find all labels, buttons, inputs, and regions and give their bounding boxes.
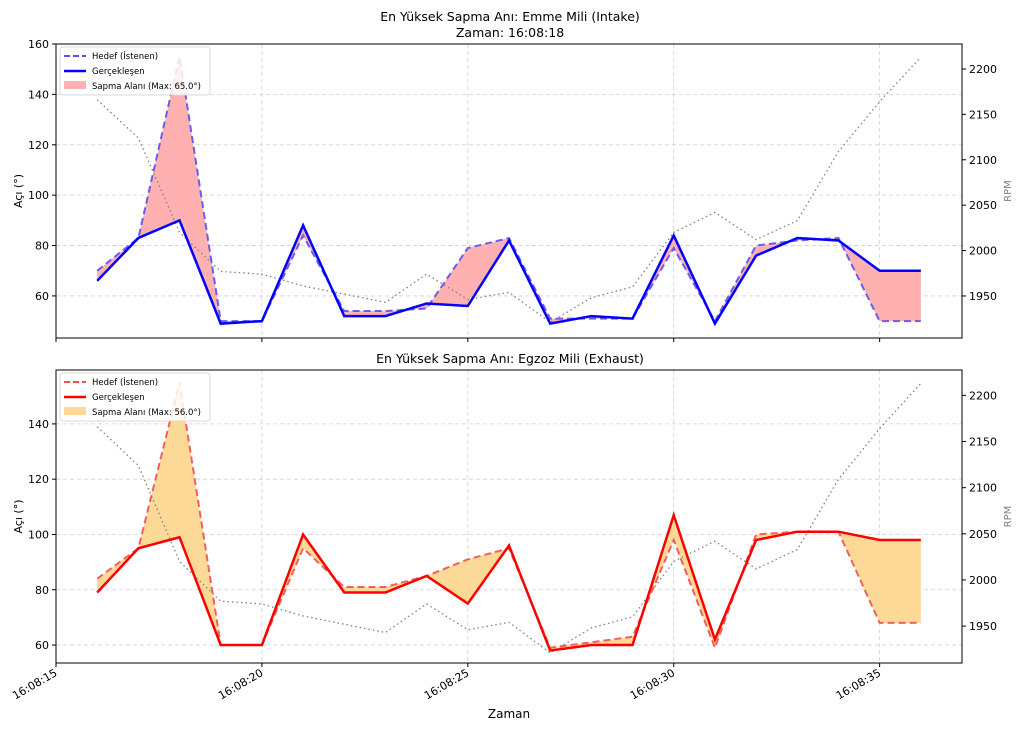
legend-fill-label: Sapma Alanı (Max: 65.0°) (92, 82, 201, 92)
y-tick-label: 140 (28, 88, 49, 101)
legend-fill-swatch (64, 81, 86, 89)
x-tick-label: 16:08:35 (834, 666, 883, 702)
y2-tick-label: 2100 (969, 482, 997, 495)
y2-axis-label: RPM (1003, 180, 1014, 202)
y2-tick-label: 2050 (969, 199, 997, 212)
deviation-fill-area (97, 382, 921, 650)
y-tick-label: 100 (28, 189, 49, 202)
y2-tick-label: 2200 (969, 63, 997, 76)
exhaust-chart: 60 80 100 120 140 1950 2000 2050 2100 2150 2200 16:… (10, 370, 1014, 702)
y2-tick-label: 2200 (969, 389, 997, 402)
target-line (97, 382, 921, 647)
y-tick-label: 120 (28, 473, 49, 486)
y-tick-label: 100 (28, 528, 49, 541)
figure-suptitle: En Yüksek Sapma Anı: Emme Mili (Intake) (380, 9, 640, 24)
y-tick-label: 120 (28, 139, 49, 152)
legend-target-label: Hedef (İstenen) (92, 51, 158, 62)
y-tick-label: 80 (35, 584, 49, 597)
x-axis-label: Zaman (488, 707, 530, 721)
y2-tick-label: 2050 (969, 528, 997, 541)
legend-target-label: Hedef (İstenen) (92, 377, 158, 388)
y2-tick-label: 2000 (969, 245, 997, 258)
y-tick-label: 160 (28, 38, 49, 51)
y2-tick-label: 1950 (969, 290, 997, 303)
y2-tick-label: 2000 (969, 574, 997, 587)
y2-tick-label: 2150 (969, 108, 997, 121)
y-axis-label: Açı (°) (12, 174, 25, 208)
legend-actual-label: Gerçekleşen (92, 393, 145, 403)
y-tick-label: 60 (35, 639, 49, 652)
y2-tick-label: 2100 (969, 154, 997, 167)
legend-actual-label: Gerçekleşen (92, 67, 145, 77)
legend-fill-label: Sapma Alanı (Max: 56.0°) (92, 408, 201, 418)
x-tick-label: 16:08:25 (422, 666, 471, 702)
rpm-line (97, 57, 921, 322)
y-tick-label: 80 (35, 240, 49, 253)
y-tick-label: 60 (35, 290, 49, 303)
bottom-chart-title: En Yüksek Sapma Anı: Egzoz Mili (Exhaust… (376, 351, 644, 366)
deviation-fill-area (97, 57, 921, 324)
x-tick-label: 16:08:30 (628, 666, 677, 702)
y-axis-label: Açı (°) (12, 499, 25, 533)
y2-tick-label: 2150 (969, 436, 997, 449)
figure-subtitle: Zaman: 16:08:18 (456, 25, 564, 40)
x-tick-label: 16:08:15 (10, 666, 59, 702)
y2-axis-label: RPM (1003, 506, 1014, 528)
actual-line (97, 515, 921, 650)
target-line (97, 57, 921, 322)
intake-chart: 60 80 100 120 140 160 1950 2000 2050 2100 2150 2200… (12, 38, 1014, 342)
y-tick-label: 140 (28, 418, 49, 431)
legend-fill-swatch (64, 407, 86, 415)
x-tick-label: 16:08:20 (216, 666, 265, 702)
y2-tick-label: 1950 (969, 620, 997, 633)
actual-line (97, 220, 921, 323)
